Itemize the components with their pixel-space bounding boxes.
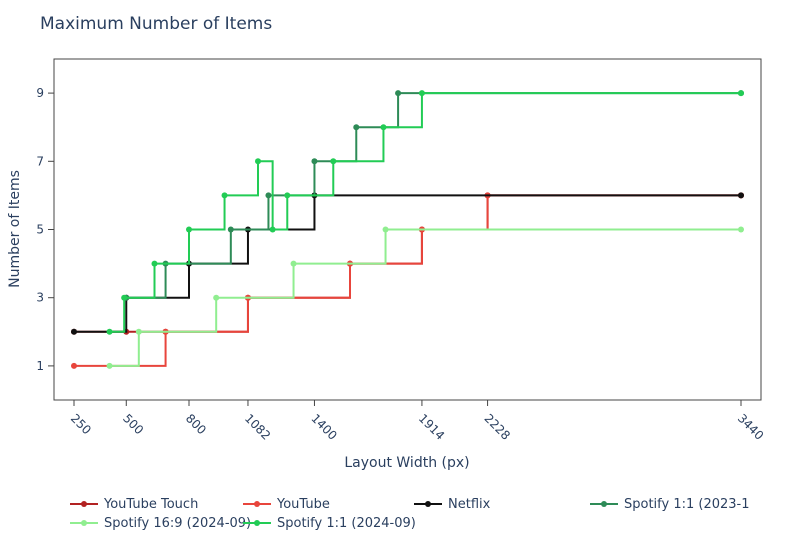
legend-marker: [425, 501, 431, 507]
x-tick-label: 500: [120, 411, 146, 437]
data-point: [265, 192, 272, 199]
data-point: [106, 362, 113, 369]
legend-item[interactable]: YouTube: [243, 497, 330, 512]
y-axis: 1 3 5 7 9: [36, 86, 54, 373]
x-axis-label: Layout Width (px): [344, 455, 469, 471]
y-tick-label: 7: [36, 154, 44, 168]
x-tick-label: 1400: [308, 411, 339, 442]
data-point: [121, 294, 128, 301]
legend-item[interactable]: Spotify 1:1 (2023-1: [590, 497, 750, 512]
legend-marker: [81, 520, 87, 526]
series-line: [109, 228, 741, 367]
legend-marker: [254, 520, 260, 526]
chart-title: Maximum Number of Items: [40, 14, 272, 34]
x-tick-label: 800: [183, 411, 209, 437]
data-point: [382, 226, 389, 233]
data-point: [330, 158, 337, 165]
data-point: [151, 260, 158, 267]
legend-label: YouTube Touch: [103, 497, 198, 512]
series-line: [74, 194, 741, 367]
data-point: [395, 90, 402, 97]
legend-item[interactable]: Spotify 16:9 (2024-09): [70, 516, 251, 531]
x-tick-label: 1914: [416, 411, 447, 442]
y-tick-label: 3: [36, 291, 44, 305]
legend-item[interactable]: YouTube Touch: [70, 497, 198, 512]
data-point: [353, 124, 360, 131]
x-tick-label: 1082: [242, 411, 273, 442]
data-point: [269, 226, 276, 233]
series-4: [106, 226, 744, 369]
data-point: [71, 362, 77, 369]
series-1: [71, 192, 744, 369]
y-tick-label: 5: [36, 223, 44, 237]
data-point: [186, 226, 192, 233]
legend-marker: [601, 501, 607, 507]
data-point: [311, 158, 318, 165]
y-axis-label: Number of Items: [7, 170, 23, 288]
x-tick-label: 250: [68, 411, 94, 437]
series-line: [109, 92, 741, 333]
x-tick-label: 2228: [481, 411, 512, 442]
data-point: [738, 192, 744, 199]
legend-label: Spotify 1:1 (2023-1: [624, 497, 750, 512]
y-tick-label: 1: [36, 359, 44, 373]
x-tick-label: 3440: [735, 411, 766, 442]
data-point: [106, 328, 113, 335]
data-point: [255, 158, 261, 165]
data-point: [418, 90, 425, 97]
series-5: [106, 90, 744, 335]
legend-item[interactable]: Spotify 1:1 (2024-09): [243, 516, 416, 531]
legend-label: Netflix: [448, 497, 491, 512]
data-point: [380, 124, 387, 131]
legend-label: YouTube: [276, 497, 330, 512]
data-point: [221, 192, 228, 199]
data-point: [213, 294, 220, 301]
legend-label: Spotify 1:1 (2024-09): [277, 516, 416, 531]
x-axis: 250 500 800 1082 1400 1914 2228 3440: [68, 400, 766, 443]
data-point: [290, 260, 297, 267]
legend-marker: [81, 501, 87, 507]
data-point: [227, 226, 234, 233]
data-point: [284, 192, 291, 199]
legend-item[interactable]: Netflix: [414, 497, 491, 512]
y-tick-label: 9: [36, 86, 44, 100]
series-layer: [71, 90, 744, 369]
data-point: [738, 226, 744, 233]
legend-label: Spotify 16:9 (2024-09): [104, 516, 251, 531]
legend: YouTube Touch YouTube Netflix Spotify 1:1 (…: [70, 497, 750, 531]
data-point: [738, 90, 744, 97]
data-point: [135, 328, 142, 335]
data-point: [71, 328, 77, 335]
legend-marker: [254, 501, 260, 507]
